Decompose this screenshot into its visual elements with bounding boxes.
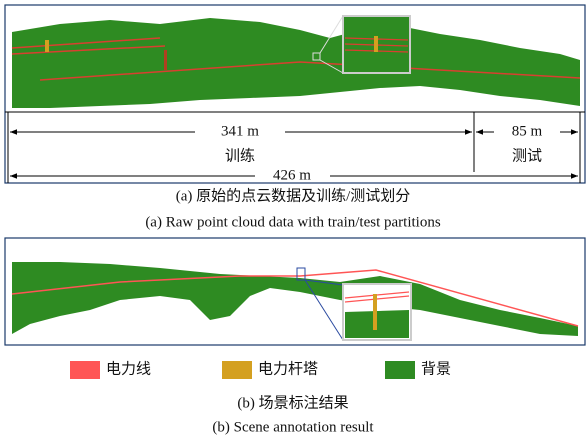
- pylon: [164, 50, 167, 70]
- caption: (a) 原始的点云数据及训练/测试划分: [176, 187, 411, 204]
- legend-label: 电力线: [106, 360, 151, 377]
- dim-label: 测试: [512, 147, 542, 164]
- legend-label: 电力杆塔: [258, 360, 318, 377]
- dim-label: 426 m: [273, 167, 311, 183]
- panel-a: 341 m 训练 85 m 测试 426 m: [5, 5, 585, 183]
- page: {"panel_a": {"train_length": "341 m", "t…: [0, 0, 587, 438]
- legend-swatch: [70, 361, 100, 379]
- legend-swatch: [222, 361, 252, 379]
- dim-label: 85 m: [512, 123, 543, 139]
- legend-label: 背景: [421, 360, 451, 377]
- pylon: [374, 36, 378, 52]
- pylon: [373, 294, 377, 330]
- pylon: [45, 40, 49, 52]
- point-cloud: [12, 262, 578, 336]
- dim-label: 训练: [225, 147, 255, 164]
- panel-b: [5, 238, 585, 345]
- figure: 341 m 训练 85 m 测试 426 m (a) 原始的点云数据及训练/测试…: [0, 0, 587, 438]
- legend: 电力线 电力杆塔 背景: [70, 360, 451, 379]
- legend-swatch: [385, 361, 415, 379]
- caption: (b) Scene annotation result: [212, 419, 374, 435]
- caption: (a) Raw point cloud data with train/test…: [145, 214, 441, 230]
- caption: (b) 场景标注结果: [237, 394, 348, 411]
- dim-label: 341 m: [221, 123, 259, 139]
